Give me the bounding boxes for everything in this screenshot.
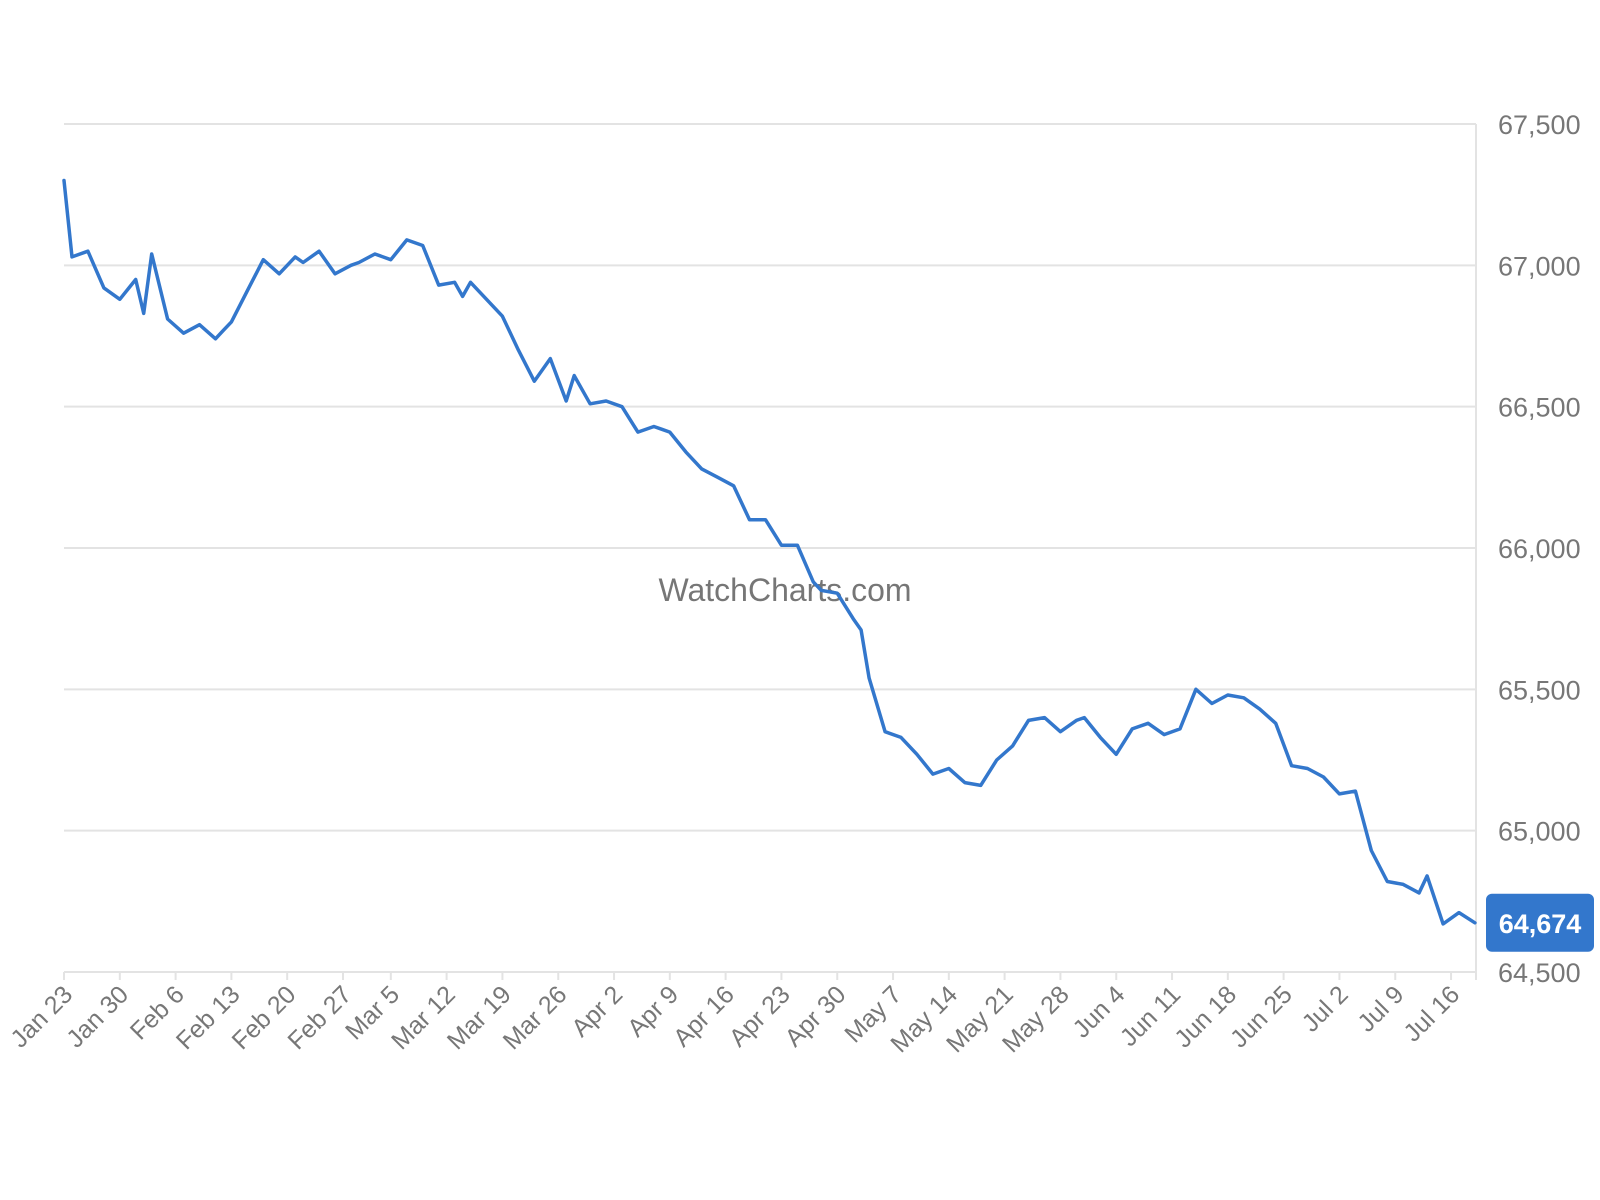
y-axis: 64,500 65,000 65,500 66,000 66,500 67,000 67,5… — [1498, 110, 1581, 988]
series-layer — [62, 178, 1477, 926]
x-tick-label: Mar 26 — [498, 980, 573, 1055]
gridlines — [64, 123, 1477, 980]
last-value-badge-bg — [1486, 893, 1594, 952]
y-tick-label: 66,000 — [1498, 534, 1581, 564]
y-tick-label: 67,000 — [1498, 251, 1581, 281]
x-tick-label: Jun 18 — [1169, 980, 1242, 1053]
y-tick-label: 65,500 — [1498, 675, 1581, 705]
x-tick-label: Feb 27 — [282, 980, 357, 1055]
last-value-text: 64,674 — [1499, 909, 1582, 939]
x-tick-label: Apr 30 — [780, 980, 852, 1052]
y-tick-label: 65,000 — [1498, 817, 1581, 847]
series-line — [62, 178, 1477, 926]
x-tick-label: Jul 2 — [1297, 980, 1354, 1037]
y-tick-label: 67,500 — [1498, 110, 1581, 140]
watermark-text: WatchCharts.com — [658, 572, 911, 608]
x-tick-label: Jan 30 — [61, 980, 134, 1053]
last-value-badge: 64,674 — [1486, 893, 1594, 952]
x-tick-label: Jun 25 — [1225, 980, 1298, 1053]
x-tick-label: Jan 23 — [5, 980, 78, 1053]
x-tick-label: Apr 2 — [566, 980, 628, 1042]
x-tick-label: Jul 16 — [1398, 980, 1465, 1047]
x-tick-label: Jun 11 — [1115, 980, 1187, 1052]
y-tick-label: 66,500 — [1498, 393, 1581, 423]
y-tick-label: 64,500 — [1498, 958, 1581, 988]
x-tick-label: Apr 16 — [668, 980, 740, 1052]
x-tick-label: Apr 23 — [724, 980, 796, 1052]
